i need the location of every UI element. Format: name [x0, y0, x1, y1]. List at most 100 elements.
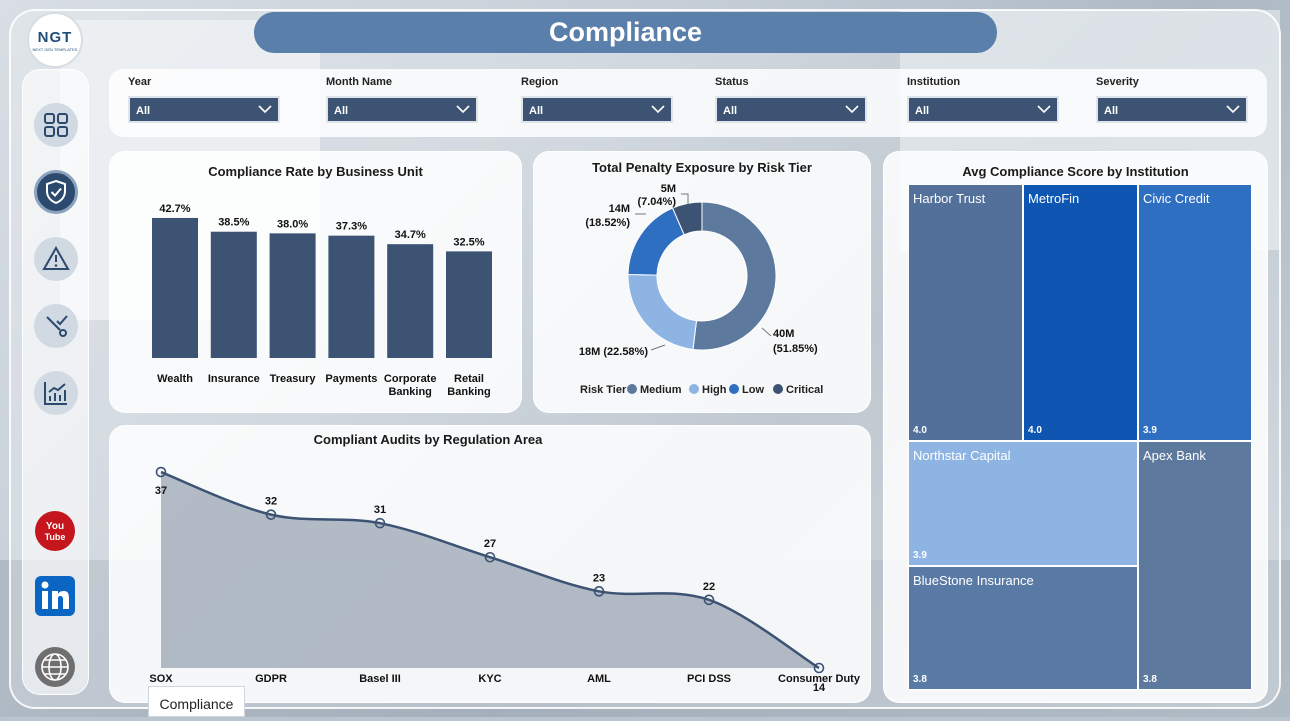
line-data-label: 23 — [593, 572, 605, 584]
filter-month: Month Name All — [326, 76, 478, 123]
donut-data-label: (51.85%) — [773, 343, 818, 355]
bar-chart-card: Compliance Rate by Business Unit 42.7% We… — [109, 151, 522, 413]
treemap-tile[interactable]: BlueStone Insurance 3.8 — [908, 566, 1138, 690]
legend-label: Critical — [786, 384, 823, 396]
filter-institution: Institution All — [907, 76, 1059, 123]
treemap-value: 3.9 — [913, 550, 927, 561]
line-point — [593, 586, 605, 597]
treemap-label: Northstar Capital — [913, 448, 1011, 463]
dashboard-grid-icon[interactable] — [34, 103, 78, 147]
website-icon[interactable] — [34, 646, 76, 688]
donut-data-label: 40M — [773, 328, 794, 340]
warning-icon[interactable] — [34, 237, 78, 281]
treemap-tile[interactable]: Civic Credit 3.9 — [1138, 184, 1252, 441]
line-data-label: 31 — [374, 504, 386, 516]
filter-label: Institution — [907, 76, 961, 88]
filter-label: Region — [521, 76, 559, 88]
treemap-tile[interactable]: Harbor Trust 4.0 — [908, 184, 1023, 441]
line-category-label: KYC — [478, 673, 501, 685]
linkedin-icon[interactable] — [34, 575, 76, 617]
month-dropdown[interactable]: All — [326, 96, 478, 123]
treemap-tile[interactable]: MetroFin 4.0 — [1023, 184, 1138, 441]
line-category-label: PCI DSS — [687, 673, 731, 685]
legend-marker — [729, 384, 739, 394]
chevron-down-icon — [845, 105, 859, 114]
bar-category-label: Wealth — [157, 373, 193, 385]
line-data-label: 32 — [265, 496, 277, 508]
bar-data-label: 38.5% — [218, 217, 249, 229]
treemap-tile[interactable]: Northstar Capital 3.9 — [908, 441, 1138, 566]
line-point — [374, 517, 386, 529]
line-data-label: 22 — [703, 581, 715, 593]
filter-bar — [109, 69, 1267, 137]
status-dropdown[interactable]: All — [715, 96, 867, 123]
bar-data-label: 37.3% — [336, 221, 367, 233]
logo-text: NGT — [37, 28, 73, 46]
chevron-down-icon — [456, 105, 470, 114]
legend-label: Medium — [640, 384, 682, 396]
treemap-tile[interactable]: Apex Bank 3.8 — [1138, 441, 1252, 690]
line-category-label: AML — [587, 673, 611, 685]
bar-category-label: Payments — [325, 373, 377, 385]
bar-category-label: Banking — [447, 386, 490, 398]
leader-line — [761, 327, 772, 337]
shield-check-icon[interactable] — [34, 170, 78, 214]
donut-slice — [627, 207, 685, 276]
institution-dropdown[interactable]: All — [907, 96, 1059, 123]
donut-data-label: (18.52%) — [585, 217, 630, 229]
treemap-label: Civic Credit — [1143, 191, 1210, 206]
treemap-value: 3.8 — [913, 674, 927, 685]
chart-title: Avg Compliance Score by Institution — [962, 164, 1189, 179]
line-category-label: Basel III — [359, 673, 401, 685]
severity-dropdown[interactable]: All — [1096, 96, 1248, 123]
bar-category-label: Insurance — [208, 373, 260, 385]
bar-category-label: Treasury — [270, 373, 317, 385]
chevron-down-icon — [1037, 105, 1051, 114]
line-area — [161, 472, 819, 668]
line-category-label: Consumer Duty — [778, 673, 861, 685]
year-dropdown[interactable]: All — [128, 96, 280, 123]
chart-title: Total Penalty Exposure by Risk Tier — [592, 160, 812, 175]
line-point — [484, 551, 496, 563]
filter-label: Severity — [1096, 76, 1139, 88]
line-chart-card: Compliant Audits by Regulation Area 37 SO… — [109, 425, 871, 703]
bar-category-label: Banking — [388, 386, 431, 398]
donut-data-label: 5M — [661, 183, 676, 195]
donut-slice — [671, 201, 703, 236]
legend-marker — [627, 384, 637, 394]
svg-text:You: You — [46, 521, 64, 532]
treemap-label: MetroFin — [1028, 191, 1080, 206]
filter-label: Year — [128, 76, 152, 88]
bar-category-label: Corporate — [384, 373, 437, 385]
line-series — [160, 470, 820, 670]
growth-chart-icon[interactable] — [34, 371, 78, 415]
page-title: Compliance — [254, 12, 997, 53]
line-data-label: 14 — [813, 682, 826, 694]
chart-title: Compliance Rate by Business Unit — [208, 164, 423, 179]
line-category-label: GDPR — [255, 673, 287, 685]
bar — [269, 233, 316, 358]
bar — [328, 235, 375, 358]
donut-slice — [627, 273, 698, 351]
line-point — [155, 466, 167, 478]
filter-year: Year All — [128, 76, 280, 123]
region-dropdown[interactable]: All — [521, 96, 673, 123]
bar-data-label: 42.7% — [159, 203, 190, 215]
treemap-value: 3.9 — [1143, 425, 1157, 436]
filter-label: Month Name — [326, 76, 392, 88]
treemap: Harbor Trust 4.0 MetroFin 4.0 Civic Credit 3.… — [908, 184, 1252, 690]
filter-label: Status — [715, 76, 749, 88]
line-data-label: 27 — [484, 538, 496, 550]
line-point — [265, 509, 277, 520]
legend-label: High — [702, 384, 727, 396]
treemap-value: 3.8 — [1143, 674, 1157, 685]
line-chart: 37 SOX 32 GDPR 31 Basel III 27 KYC 23 AML 22 PCI DS… — [149, 466, 861, 694]
page-tab-tooltip: Compliance — [148, 686, 245, 717]
youtube-icon[interactable]: You Tube — [34, 510, 76, 552]
chevron-down-icon — [1226, 105, 1240, 114]
donut-data-label: 14M — [609, 203, 630, 215]
tools-icon[interactable] — [34, 304, 78, 348]
legend-label: Low — [742, 384, 764, 396]
treemap-value: 4.0 — [913, 425, 927, 436]
filter-region: Region All — [521, 76, 673, 123]
